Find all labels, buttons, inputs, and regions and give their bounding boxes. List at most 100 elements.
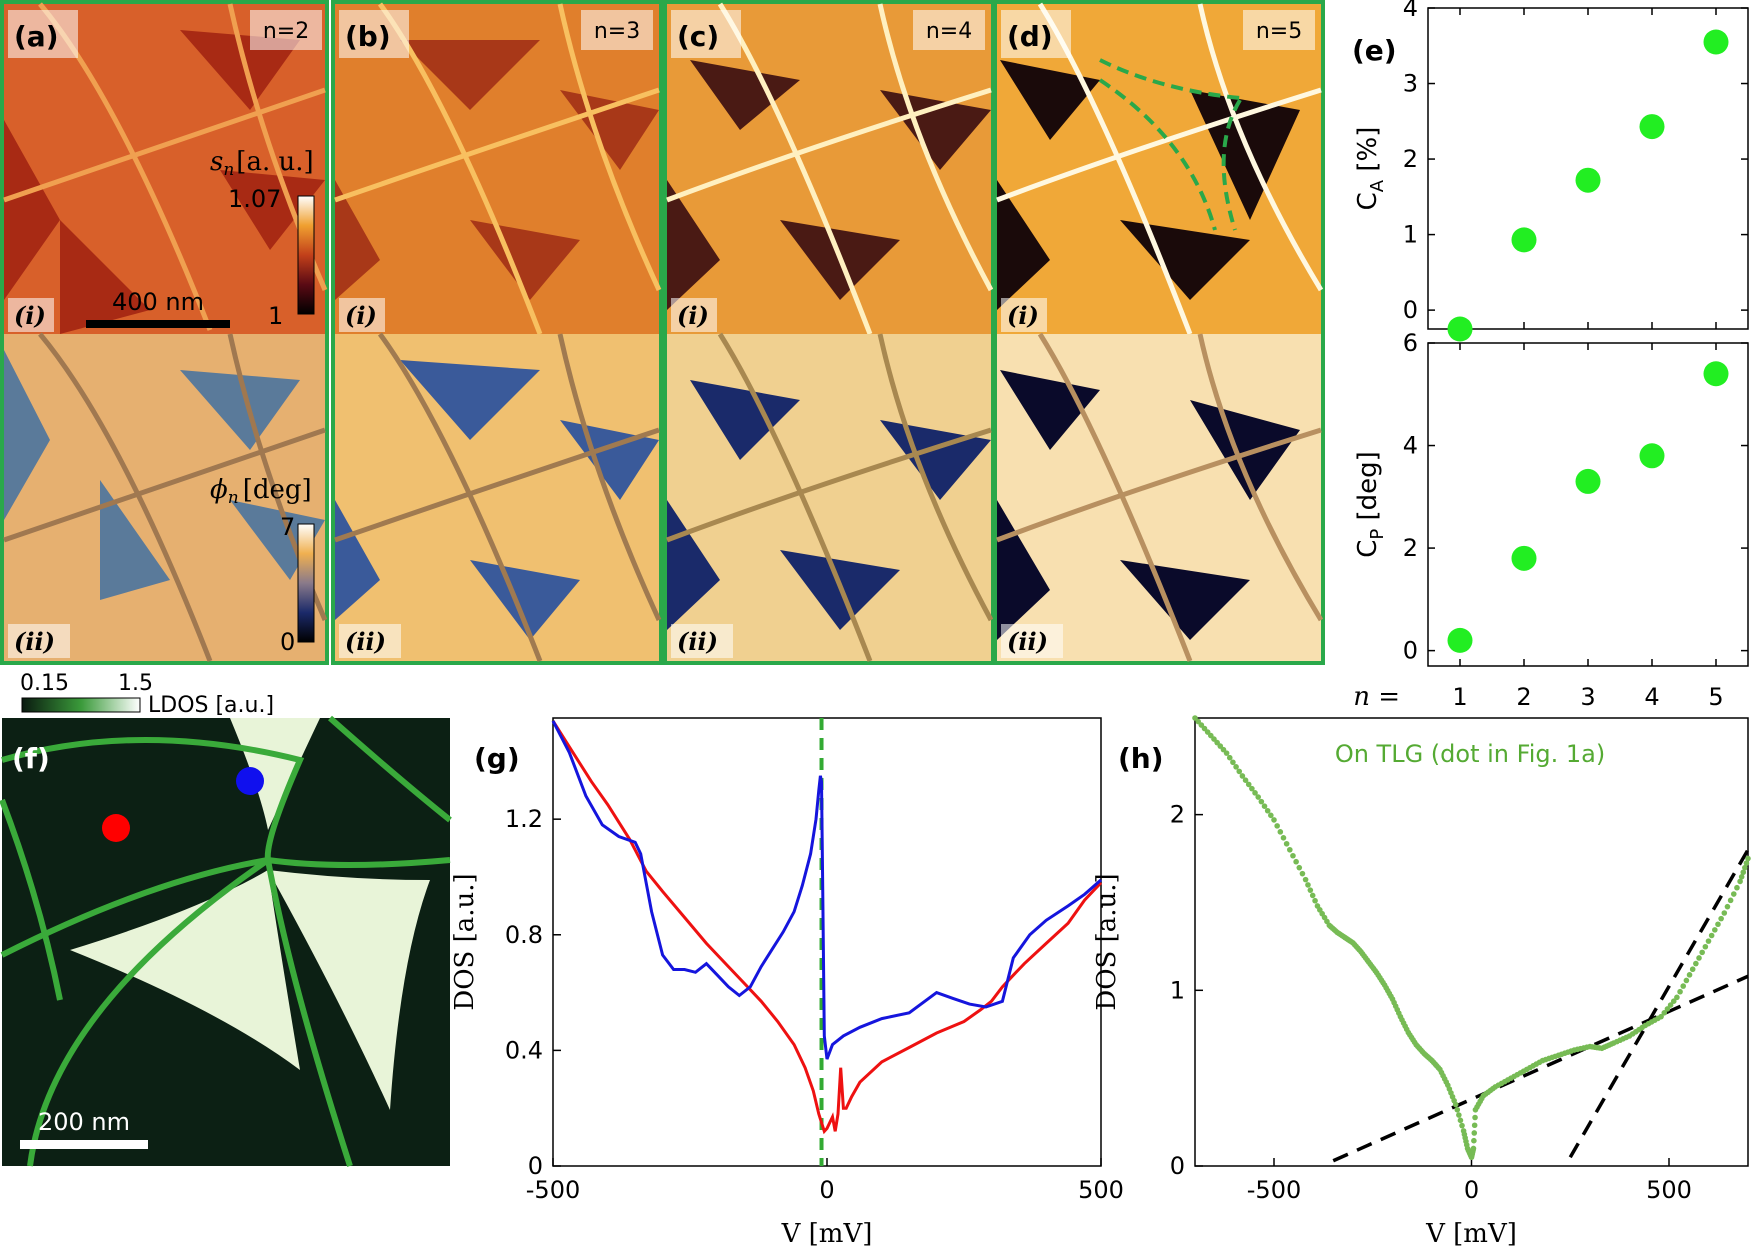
x-axis-label: V [mV] [781,1219,873,1249]
data-point [1268,812,1274,819]
y-axis-label: CP [deg] [1353,451,1388,558]
y-tick-label: 2 [1403,145,1418,173]
data-point [1670,998,1677,1005]
data-point [1249,785,1255,792]
data-point [1511,227,1537,253]
sub-label-ii: (ii) [345,627,386,656]
ldos-colorbar-max: 1.5 [118,671,153,696]
panel-letter-box [339,10,409,58]
data-point [1742,864,1748,871]
order-label-box [913,10,985,50]
data-point [1258,798,1265,805]
data-point [1239,773,1246,779]
sub-label-i: (i) [1007,301,1039,330]
data-point [1454,1106,1461,1113]
data-point [1242,777,1249,783]
panel-h: (h) 0 1 2 -500 0 500 V [mV] DOS [a.u.] On TLG (… [1092,715,1751,1249]
y-tick-label: 1.2 [505,805,543,833]
data-point [1309,892,1316,899]
data-point [1271,817,1277,823]
n-value-label: 3 [1580,683,1595,711]
panel-e-top-plot: 0 1 2 3 4 CA [%] [1353,0,1749,342]
x-tick-label: 0 [1464,1176,1479,1204]
y-tick-label: 0.8 [505,921,543,949]
panel-d-dashed-triangle-outline [1098,58,1242,231]
red-marker-dot [102,814,130,842]
data-point [1457,1117,1464,1124]
sub-i-box [8,298,54,332]
data-point [1708,932,1715,939]
order-label: n=4 [926,19,972,44]
data-point [1667,1002,1674,1008]
blue-marker-dot [236,767,264,795]
y-axis-label-sub: P [1367,529,1388,540]
n-value-label: 1 [1452,683,1467,711]
ldos-colorbar-gradient [21,697,141,713]
data-point [1252,790,1258,796]
panel-f-scalebar [20,1140,148,1149]
data-point [1575,468,1601,494]
data-point [1664,1006,1671,1012]
data-point [1264,807,1271,814]
data-point [1447,627,1473,653]
phase-colorbar-gradient [297,523,315,643]
order-label-box [1243,10,1315,50]
y-tick-label: 1 [1170,976,1185,1004]
data-point [1307,887,1314,893]
n-value-label: 2 [1516,683,1531,711]
order-label-box [250,10,322,50]
panel-h-letter: (h) [1118,742,1164,775]
data-point [1727,897,1734,904]
data-point [1721,910,1728,916]
sub-i-box [671,298,717,332]
y-axis-label-unit: [deg] [1353,451,1383,529]
y-tick-label: 2 [1170,801,1185,829]
x-axis-label: V [mV] [1425,1219,1517,1249]
panel-d [993,0,1325,665]
panel-g-letter: (g) [474,742,520,775]
data-point [1693,960,1699,967]
sub-label-ii: (ii) [1007,627,1048,656]
panel-letter-box [1001,10,1071,58]
order-label: n=2 [263,19,309,44]
y-axis-label-main: C [1353,540,1383,558]
top-panel-labels: (a) n=2 (i) (ii) (b) n=3 (i) (ii) (c) n=4 (i) (ii) (… [8,10,1315,658]
data-point [1715,921,1721,928]
data-point [1661,1010,1668,1016]
red-dos-curve [551,720,1103,1135]
phase-colorbar-label: ϕ [210,475,228,505]
data-point [1277,829,1284,835]
x-tick-label: 500 [1646,1176,1692,1204]
sub-label-ii: (ii) [14,627,55,656]
n-value-label: 5 [1708,683,1723,711]
data-point [1472,1114,1478,1121]
data-point [1740,869,1747,876]
linear-fit-line [1568,848,1750,1159]
data-point [1699,949,1705,956]
y-tick-label: 6 [1403,329,1418,357]
top-scalebar-bar [86,320,230,328]
panel-letter-box [671,10,741,58]
data-point [1705,938,1712,944]
y-tick-label: 1 [1403,221,1418,249]
y-axis-label: DOS [a.u.] [1092,873,1122,1010]
data-point [1302,876,1309,883]
data-point [1245,781,1252,788]
x-tick-label: -500 [1247,1176,1301,1204]
data-point [1696,955,1702,961]
sub-ii-box [8,624,70,658]
sub-i-box [339,298,385,332]
top-scalebar: 400 nm [86,288,230,328]
data-point [1236,768,1243,775]
data-point [1299,870,1306,877]
panel-letter: (d) [1007,20,1053,53]
data-point [1745,855,1751,862]
y-tick-label: 0 [528,1152,543,1180]
ldos-colorbar-min: 0.15 [20,671,69,696]
amplitude-colorbar-label: s [210,147,223,177]
data-point [1459,1122,1465,1129]
